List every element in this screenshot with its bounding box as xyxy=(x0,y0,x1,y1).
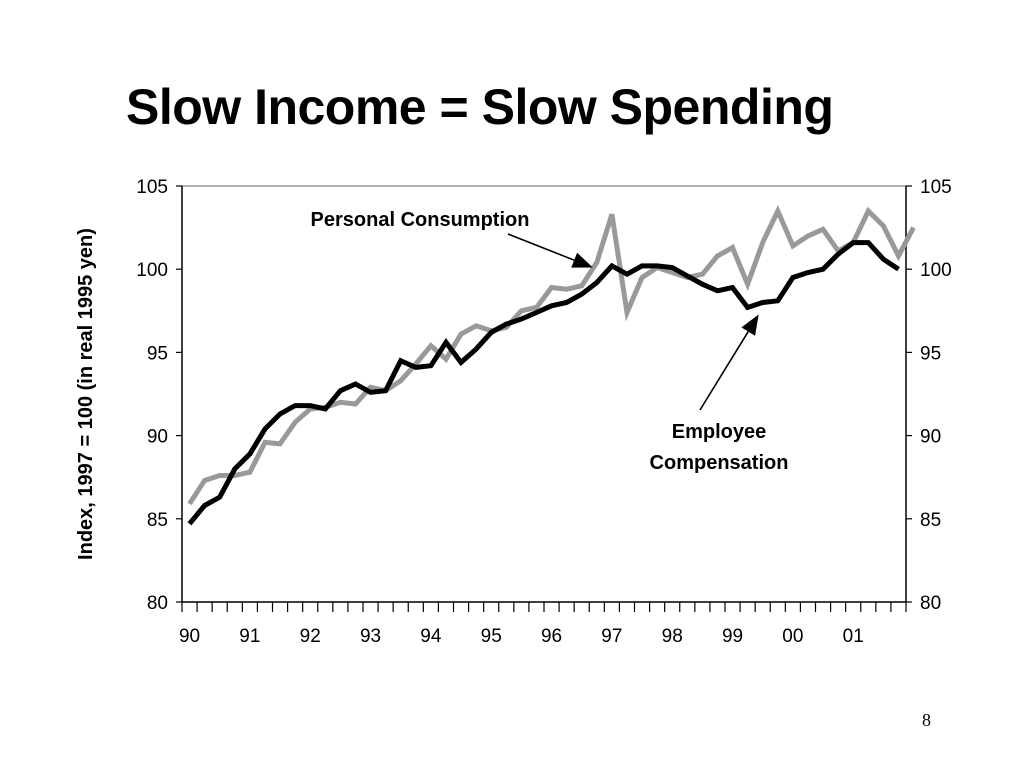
y-tick-label-right: 80 xyxy=(920,593,941,614)
arrow-personal-consumption-shaft xyxy=(507,233,575,261)
x-tick-label: 96 xyxy=(541,626,562,647)
x-tick-label: 94 xyxy=(420,626,442,647)
annotation-personal-consumption: Personal Consumption xyxy=(311,209,530,231)
y-axis-title: Index, 1997 = 100 (in real 1995 yen) xyxy=(75,228,97,560)
left-y-axis: 80 85 90 95 100 105 xyxy=(136,177,182,614)
x-tick-label: 90 xyxy=(179,626,200,647)
page-number: 8 xyxy=(922,710,931,730)
y-tick-label-right: 100 xyxy=(920,260,952,281)
x-tick-label: 98 xyxy=(662,626,683,647)
arrow-personal-consumption-head xyxy=(571,252,593,268)
y-tick-label-right: 90 xyxy=(920,427,941,448)
annotations: Personal Consumption Employee Compensati… xyxy=(311,209,789,474)
y-tick-label-right: 105 xyxy=(920,177,952,198)
right-y-axis: 80 85 90 95 100 105 xyxy=(906,177,952,614)
y-tick-label-left: 80 xyxy=(147,593,168,614)
arrow-employee-compensation-shaft xyxy=(699,331,749,411)
x-tick-label: 00 xyxy=(782,626,803,647)
y-tick-label-left: 100 xyxy=(136,260,168,281)
y-tick-label-right: 95 xyxy=(920,343,941,364)
x-tick-label: 91 xyxy=(239,626,260,647)
x-tick-label: 95 xyxy=(481,626,502,647)
slide-title: Slow Income = Slow Spending xyxy=(126,79,834,135)
annotation-employee-compensation-line1: Employee xyxy=(672,421,766,443)
y-tick-label-left: 105 xyxy=(136,177,168,198)
y-tick-label-right: 85 xyxy=(920,510,941,531)
series-line-employee-compensation xyxy=(187,240,900,526)
y-tick-label-left: 95 xyxy=(147,343,168,364)
y-tick-label-left: 85 xyxy=(147,510,168,531)
series-line-personal-consumption xyxy=(187,204,916,506)
x-tick-label: 99 xyxy=(722,626,743,647)
y-tick-label-left: 90 xyxy=(147,427,168,448)
x-tick-label: 93 xyxy=(360,626,381,647)
x-tick-label: 01 xyxy=(843,626,864,647)
x-axis: 90 91 92 93 94 95 96 97 98 99 00 01 xyxy=(179,602,907,647)
x-tick-label: 97 xyxy=(601,626,622,647)
x-tick-label: 92 xyxy=(300,626,321,647)
series-lines xyxy=(187,204,916,526)
arrow-employee-compensation-head xyxy=(741,314,759,336)
annotation-employee-compensation-line2: Compensation xyxy=(650,452,789,474)
